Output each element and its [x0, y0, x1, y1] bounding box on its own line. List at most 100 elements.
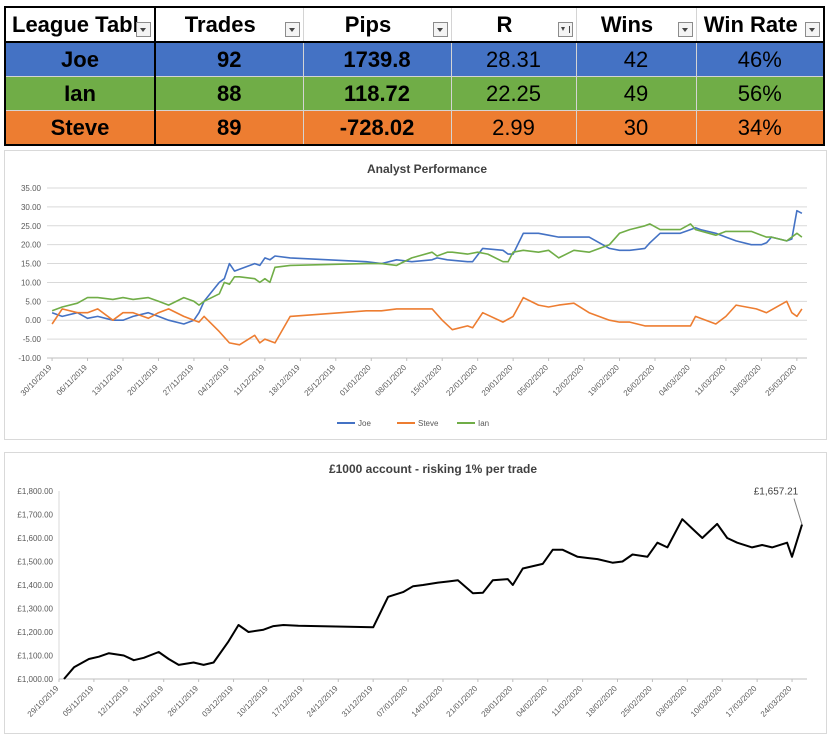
- x-tick-label: 04/03/2020: [657, 363, 692, 398]
- x-tick-label: 17/12/2019: [270, 684, 305, 719]
- trades-cell[interactable]: 88: [154, 76, 304, 111]
- y-tick-label: £1,400.00: [17, 581, 53, 590]
- wins-cell[interactable]: 42: [575, 41, 697, 77]
- x-tick-label: 12/02/2020: [551, 363, 586, 398]
- account-growth-svg: £1000 account - risking 1% per trade £1,8…: [17, 462, 807, 719]
- y-tick-label: £1,200.00: [17, 628, 53, 637]
- analyst-name[interactable]: Ian: [4, 76, 156, 111]
- x-tick-label: 27/11/2019: [161, 363, 196, 398]
- pips-cell[interactable]: -728.02: [302, 110, 452, 146]
- y-tick-label: 20.00: [21, 241, 42, 250]
- sort-descending-icon[interactable]: [557, 22, 573, 37]
- trades-cell[interactable]: 92: [154, 41, 304, 77]
- y-tick-label: 30.00: [21, 203, 42, 212]
- x-tick-label: 17/03/2020: [724, 684, 759, 719]
- x-tick-label: 24/12/2019: [305, 684, 340, 719]
- table-row-joe: Joe 92 1739.8 28.31 42 46%: [4, 41, 825, 77]
- filter-dropdown-icon[interactable]: [677, 22, 693, 37]
- header-pips: Pips: [302, 6, 452, 43]
- table-header-row: League Tabl Trades Pips R Wins Win Rate: [4, 6, 825, 43]
- x-tick-label: 25/02/2020: [619, 684, 654, 719]
- x-tick-label: 26/11/2019: [166, 684, 201, 719]
- x-tick-label: 04/12/2019: [196, 363, 231, 398]
- series-line-balance: [63, 518, 803, 680]
- x-tick-label: 25/12/2019: [303, 363, 338, 398]
- r-cell[interactable]: 2.99: [450, 110, 577, 146]
- y-tick-label: 10.00: [21, 278, 42, 287]
- legend-label: Joe: [358, 419, 371, 428]
- x-tick-label: 06/11/2019: [55, 363, 90, 398]
- x-tick-label: 11/12/2019: [232, 363, 267, 398]
- header-r: R: [450, 6, 577, 43]
- win-rate-cell[interactable]: 34%: [695, 110, 825, 146]
- y-tick-label: £1,600.00: [17, 534, 53, 543]
- x-tick-label: 12/11/2019: [96, 684, 131, 719]
- win-rate-cell[interactable]: 56%: [695, 76, 825, 111]
- x-tick-label: 19/02/2020: [586, 363, 621, 398]
- x-tick-label: 05/02/2020: [515, 363, 550, 398]
- win-rate-cell[interactable]: 46%: [695, 41, 825, 77]
- annotation-label: £1,657.21: [754, 487, 799, 498]
- series-line-joe: [51, 209, 803, 325]
- x-tick-label: 20/11/2019: [126, 363, 161, 398]
- r-cell[interactable]: 22.25: [450, 76, 577, 111]
- league-table: League Tabl Trades Pips R Wins Win Rate …: [4, 6, 825, 146]
- wins-cell[interactable]: 49: [575, 76, 697, 111]
- header-win-rate: Win Rate: [695, 6, 825, 43]
- trades-cell[interactable]: 89: [154, 110, 304, 146]
- x-tick-label: 31/12/2019: [340, 684, 375, 719]
- x-tick-label: 05/11/2019: [61, 684, 96, 719]
- pips-cell[interactable]: 1739.8: [302, 41, 452, 77]
- x-tick-label: 26/02/2020: [622, 363, 657, 398]
- x-tick-label: 28/01/2020: [480, 684, 515, 719]
- y-tick-label: 15.00: [21, 260, 42, 269]
- filter-dropdown-icon[interactable]: [805, 22, 820, 37]
- header-wins: Wins: [575, 6, 697, 43]
- header-trades: Trades: [154, 6, 304, 43]
- x-tick-label: 03/12/2019: [200, 684, 235, 719]
- legend-label: Steve: [418, 419, 439, 428]
- analyst-name[interactable]: Steve: [4, 110, 156, 146]
- r-cell[interactable]: 28.31: [450, 41, 577, 77]
- filter-dropdown-icon[interactable]: [432, 22, 448, 37]
- x-tick-label: 18/02/2020: [584, 684, 619, 719]
- analyst-name[interactable]: Joe: [4, 41, 156, 77]
- chart-title: Analyst Performance: [367, 162, 487, 176]
- x-tick-label: 14/01/2020: [410, 684, 445, 719]
- x-tick-label: 29/01/2020: [480, 363, 515, 398]
- x-tick-label: 07/01/2020: [375, 684, 410, 719]
- account-growth-chart[interactable]: £1000 account - risking 1% per trade £1,8…: [4, 452, 827, 734]
- x-tick-label: 18/12/2019: [267, 363, 302, 398]
- x-tick-label: 01/01/2020: [338, 363, 373, 398]
- x-tick-label: 11/02/2020: [550, 684, 585, 719]
- x-tick-label: 13/11/2019: [90, 363, 125, 398]
- y-tick-label: £1,100.00: [17, 652, 53, 661]
- x-tick-label: 30/10/2019: [19, 363, 54, 398]
- filter-dropdown-icon[interactable]: [284, 22, 300, 37]
- x-tick-label: 03/03/2020: [654, 684, 689, 719]
- y-tick-label: £1,500.00: [17, 558, 53, 567]
- y-tick-label: £1,800.00: [17, 487, 53, 496]
- y-tick-label: £1,300.00: [17, 605, 53, 614]
- table-row-ian: Ian 88 118.72 22.25 49 56%: [4, 76, 825, 111]
- x-tick-label: 10/12/2019: [235, 684, 270, 719]
- header-league-table: League Tabl: [4, 6, 156, 43]
- pips-cell[interactable]: 118.72: [302, 76, 452, 111]
- x-tick-label: 08/01/2020: [373, 363, 408, 398]
- x-tick-label: 04/02/2020: [514, 684, 549, 719]
- legend-label: Ian: [478, 419, 489, 428]
- y-tick-label: 5.00: [25, 297, 41, 306]
- x-tick-label: 19/11/2019: [131, 684, 166, 719]
- y-tick-label: 25.00: [21, 222, 42, 231]
- filter-dropdown-icon[interactable]: [136, 22, 151, 37]
- wins-cell[interactable]: 30: [575, 110, 697, 146]
- y-tick-label: £1,700.00: [17, 511, 53, 520]
- annotation-leader-line: [793, 498, 803, 525]
- x-tick-label: 18/03/2020: [728, 363, 763, 398]
- analyst-performance-chart[interactable]: Analyst Performance 35.00 30.00 25.00 20.00 1…: [4, 150, 827, 440]
- table-row-steve: Steve 89 -728.02 2.99 30 34%: [4, 110, 825, 146]
- x-tick-label: 29/10/2019: [26, 684, 61, 719]
- y-tick-label: -10.00: [18, 354, 41, 363]
- x-tick-label: 15/01/2020: [409, 363, 444, 398]
- chart-title: £1000 account - risking 1% per trade: [329, 462, 537, 476]
